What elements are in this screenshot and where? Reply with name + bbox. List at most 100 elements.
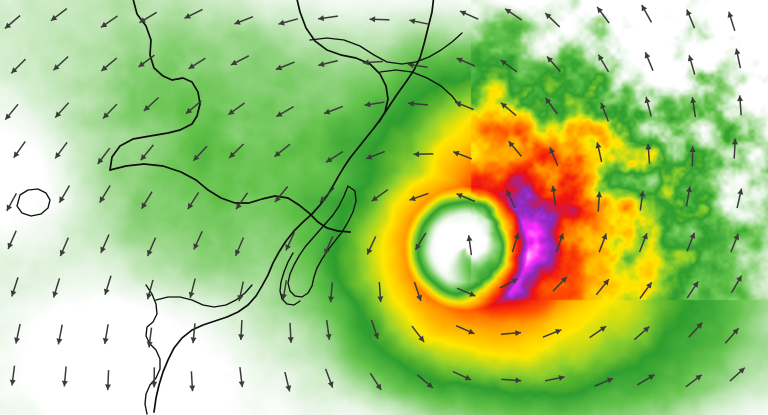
wind-direction-arrow [595, 278, 610, 296]
wind-direction-arrow [736, 188, 744, 209]
wind-direction-arrow [328, 282, 335, 303]
wind-direction-arrow [645, 143, 652, 164]
inland-lake-outline [16, 188, 51, 217]
wind-direction-arrow [61, 366, 68, 387]
wind-direction-arrow [686, 232, 696, 252]
wind-direction-arrow [275, 105, 294, 118]
wind-direction-arrow [595, 142, 603, 163]
brazil-uruguay-border [109, 163, 351, 233]
wind-direction-arrow [237, 281, 245, 302]
wind-direction-arrow [324, 368, 334, 388]
wind-direction-arrow [729, 367, 746, 382]
wind-direction-arrow [414, 232, 427, 251]
wind-direction-arrow [228, 143, 245, 159]
wind-direction-arrow [417, 374, 434, 389]
wind-direction-arrow [99, 185, 111, 203]
wind-direction-arrow [362, 59, 383, 66]
wind-direction-arrow [9, 365, 16, 386]
wind-direction-arrow [685, 186, 692, 207]
wind-direction-arrow [511, 232, 520, 253]
wind-direction-arrow [544, 375, 565, 382]
state-border-east [379, 69, 461, 107]
wind-direction-arrow [189, 371, 196, 392]
wind-direction-arrow [285, 231, 296, 251]
wind-direction-arrow [10, 277, 19, 297]
wind-direction-arrow [727, 11, 736, 32]
wind-direction-arrow [365, 150, 385, 160]
wind-direction-arrow [377, 282, 384, 303]
wind-direction-arrow [687, 55, 696, 75]
wind-direction-arrow [317, 15, 339, 22]
wind-direction-arrow [459, 10, 479, 20]
wind-direction-arrow [638, 232, 648, 253]
wind-direction-arrow [544, 97, 558, 115]
wind-direction-arrow [501, 377, 522, 384]
wind-direction-arrow [504, 8, 523, 21]
wind-direction-arrow [411, 325, 425, 343]
wind-direction-arrow [633, 326, 650, 341]
wind-direction-arrow [544, 12, 561, 28]
wind-direction-arrow [369, 372, 382, 391]
wind-direction-arrow [370, 319, 379, 340]
wind-direction-arrow [409, 192, 429, 201]
wind-direction-arrow [639, 190, 646, 211]
wind-direction-arrow [555, 232, 564, 253]
wind-direction-arrow [644, 51, 654, 71]
wind-direction-arrow [58, 185, 71, 204]
wind-direction-arrow [100, 234, 110, 254]
wind-direction-arrow [319, 187, 335, 203]
wind-direction-arrow [456, 193, 476, 203]
wind-direction-arrow [284, 371, 292, 392]
wind-direction-arrow [273, 143, 291, 158]
wind-direction-arrow [139, 11, 158, 24]
wind-direction-arrow [500, 102, 517, 117]
wind-direction-arrow [234, 16, 254, 25]
wind-direction-arrow [737, 95, 744, 116]
wind-direction-arrow [508, 140, 523, 157]
wind-direction-arrow [6, 192, 18, 212]
wind-direction-arrow [138, 54, 155, 68]
wind-direction-arrow [187, 191, 200, 210]
wind-direction-arrow [188, 57, 206, 70]
wind-direction-arrow [596, 6, 610, 24]
wind-direction-arrow [641, 4, 653, 23]
wind-direction-arrow [369, 16, 390, 23]
wind-direction-arrow [274, 186, 289, 203]
wind-direction-arrow [52, 56, 69, 71]
wind-direction-arrow [324, 235, 334, 255]
wind-direction-arrow [456, 287, 476, 297]
wind-direction-arrow [730, 233, 739, 253]
wind-direction-arrow [190, 323, 197, 344]
wind-direction-arrow [731, 138, 738, 159]
wind-direction-arrow [506, 189, 516, 209]
wind-direction-arrow [146, 327, 153, 348]
atlantic-coastline-south [153, 185, 334, 413]
wind-direction-arrow [146, 279, 154, 300]
wind-direction-arrow [188, 278, 196, 299]
wind-direction-arrow [598, 233, 608, 253]
southern-river-outline [144, 284, 161, 415]
wind-direction-arrow [409, 18, 430, 25]
wind-direction-arrow [102, 103, 118, 120]
wind-direction-arrow [230, 55, 250, 66]
wind-direction-arrow [408, 100, 429, 107]
wind-direction-arrow [600, 102, 609, 122]
wind-direction-arrow [325, 319, 332, 341]
wind-direction-arrow [637, 374, 655, 386]
wind-direction-arrow [184, 8, 203, 19]
wind-direction-arrow [366, 236, 377, 255]
wind-direction-arrow [238, 320, 245, 341]
wind-direction-arrow [549, 147, 559, 167]
wind-direction-arrow [466, 235, 473, 256]
wind-direction-arrow [644, 96, 652, 117]
wind-direction-arrow [185, 100, 202, 115]
wind-direction-arrow [281, 280, 288, 301]
wind-direction-arrow [639, 281, 653, 299]
wind-direction-arrow [238, 367, 245, 388]
wind-direction-arrow [192, 145, 208, 162]
wind-direction-arrow [552, 276, 568, 292]
wind-direction-arrow [318, 59, 338, 67]
